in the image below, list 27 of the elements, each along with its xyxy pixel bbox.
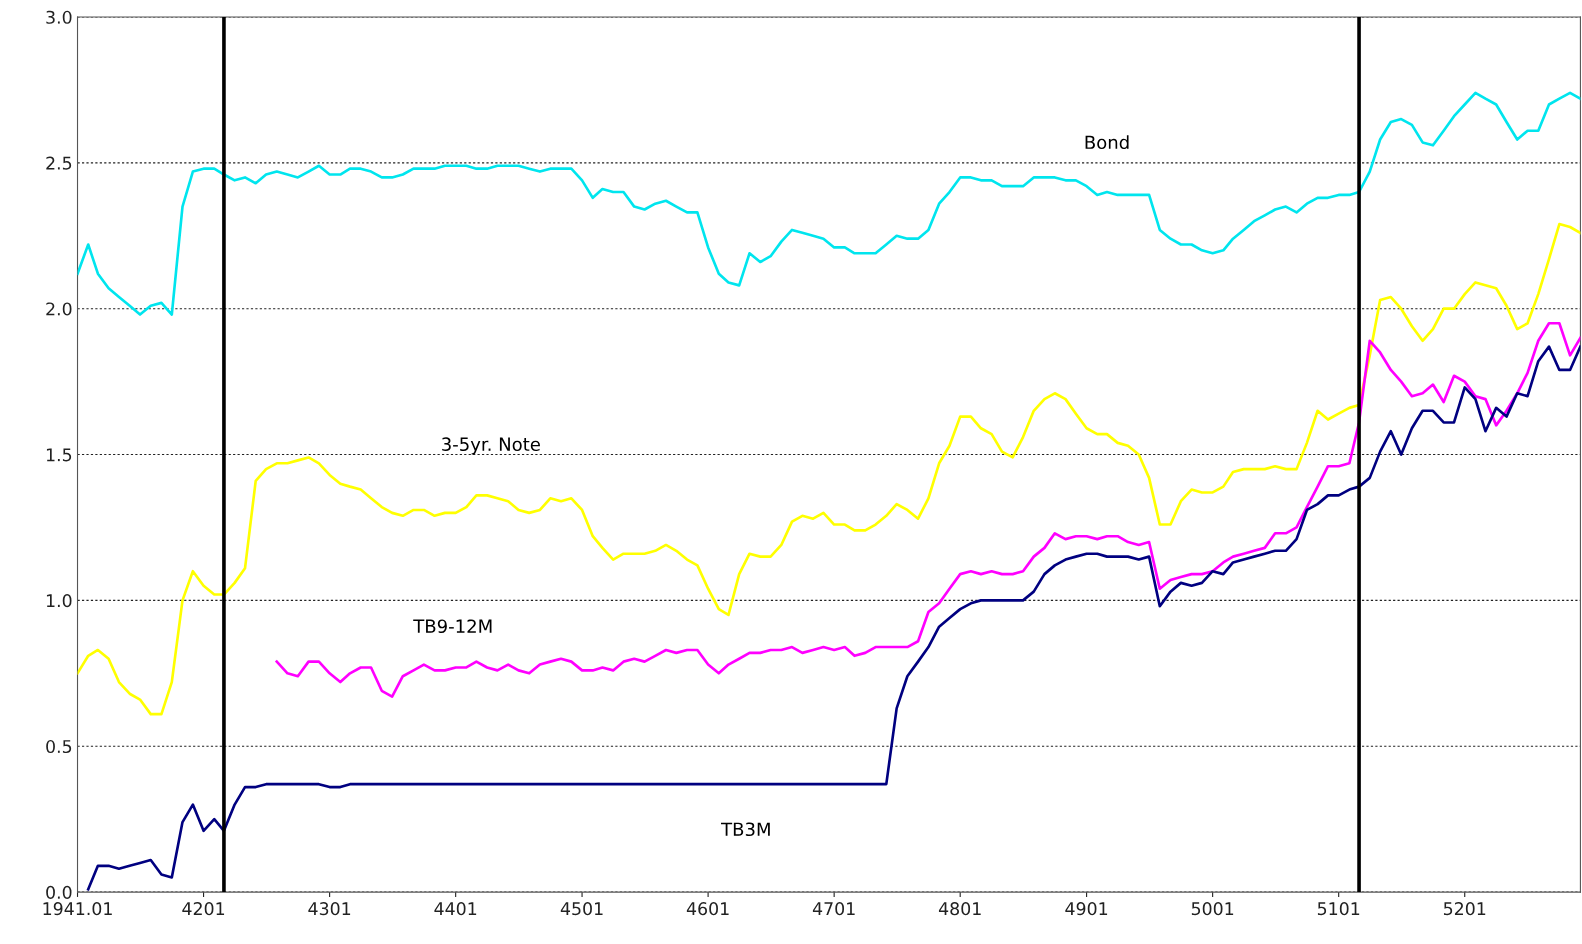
x-tick-label: 5001: [1191, 902, 1234, 916]
x-tick-label: 5201: [1443, 902, 1486, 916]
x-tick-label: 4801: [938, 902, 981, 916]
line-series: [275, 321, 1581, 698]
text: 3-5yr. Note: [442, 437, 540, 455]
x-tick-label: 4301: [308, 902, 351, 916]
x-tick-label: 4201: [182, 902, 225, 916]
y-tick-label: 0.5: [46, 739, 72, 754]
x-tick-label: 4701: [812, 902, 855, 916]
text: TB3M: [721, 822, 770, 837]
y-tick-label: 1.0: [46, 594, 72, 608]
x-tick-label: 4601: [686, 902, 729, 916]
series-label: Bond: [1085, 135, 1129, 150]
x-tick-label: 4401: [434, 902, 477, 916]
y-tick-label: 2.0: [46, 302, 72, 316]
y-tick-label: 3.0: [46, 10, 72, 24]
line-series: [77, 222, 1581, 716]
line-series: [77, 91, 1581, 316]
line-series: [86, 345, 1581, 891]
x-tick-label: 4501: [560, 902, 603, 916]
y-tick-label: 1.5: [46, 448, 72, 462]
x-tick-label: 1941.01: [43, 902, 112, 916]
series-label: TB9-12M: [413, 619, 492, 634]
y-tick-label: 2.5: [46, 156, 72, 170]
x-tick-label: 4901: [1065, 902, 1108, 916]
x-tick-label: 5101: [1317, 902, 1360, 916]
y-tick-label: 0.0: [46, 885, 72, 899]
